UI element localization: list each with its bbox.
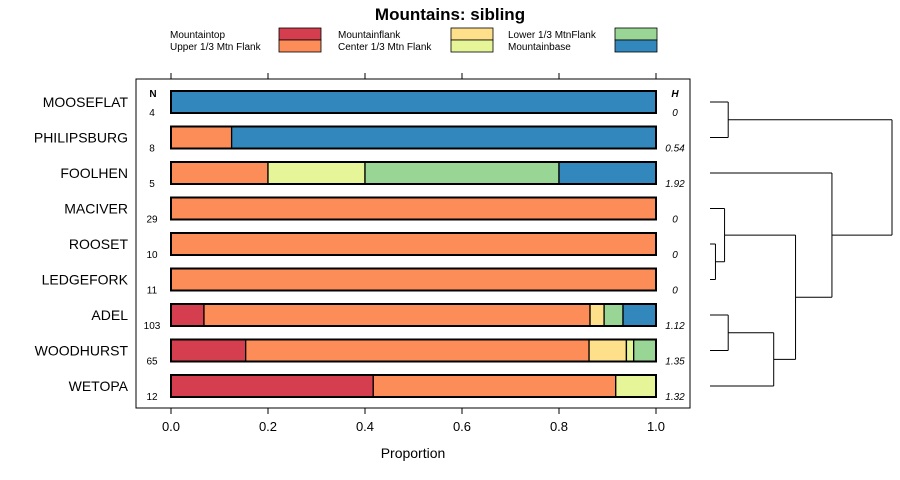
row-label-ledgefork: LEDGEFORK	[42, 272, 129, 288]
bar-segment-adel-upper-1-3-mtn-flank	[203, 303, 591, 327]
n-value-woodhurst: 65	[146, 357, 158, 368]
bar-segment-woodhurst-lower-1-3-mtnflank	[633, 338, 657, 363]
bar-segment-wetopa-mountaintop	[170, 374, 374, 398]
row-label-philipsburg: PHILIPSBURG	[34, 130, 128, 146]
row-label-foolhen: FOOLHEN	[60, 165, 128, 181]
legend-label-upper-1-3-mtn-flank: Upper 1/3 Mtn Flank	[170, 42, 262, 53]
plot-frame	[135, 78, 691, 409]
x-tick-label-1: 0.2	[259, 419, 277, 434]
dendrogram	[710, 101, 893, 387]
bar-segment-adel-mountainflank	[589, 303, 605, 327]
bar-outline-woodhurst	[170, 338, 657, 363]
legend-swatch-mountaintop	[278, 27, 322, 41]
bar-segment-ledgefork-upper-1-3-mtn-flank	[170, 267, 657, 292]
bar-segment-foolhen-mountainbase	[558, 161, 657, 185]
legend-swatch-mountainflank	[450, 27, 494, 41]
row-label-rooset: ROOSET	[69, 236, 129, 252]
bar-segment-woodhurst-mountaintop	[170, 338, 247, 363]
bar-segment-adel-mountaintop	[170, 303, 205, 327]
h-value-mooseflat: 0	[672, 108, 678, 119]
n-value-philipsburg: 8	[149, 144, 155, 155]
bar-segment-adel-mountainbase	[622, 303, 657, 327]
n-value-mooseflat: 4	[149, 108, 155, 119]
legend-swatch-lower-1-3-mtnflank	[614, 27, 658, 41]
bar-rows: MOOSEFLAT 4 0 PHILIPSBURG 8 0.54 FOOLHEN 5 1.92 M…	[34, 90, 685, 403]
bar-segment-philipsburg-mountainbase	[230, 125, 657, 150]
legend-swatch-mountainbase	[614, 39, 658, 53]
bar-outline-wetopa	[170, 374, 657, 398]
x-tick-label-0: 0.0	[162, 419, 180, 434]
chart-title: Mountains: sibling	[375, 5, 525, 24]
legend: Mountaintop Mountainflank Lower 1/3 MtnFla…	[170, 27, 658, 53]
legend-label-lower-1-3-mtnflank: Lower 1/3 MtnFlank	[508, 30, 597, 41]
bar-segment-woodhurst-upper-1-3-mtn-flank	[245, 338, 590, 363]
row-label-wetopa: WETOPA	[69, 378, 129, 394]
bar-segment-rooset-upper-1-3-mtn-flank	[170, 232, 657, 256]
bar-outline-adel	[170, 303, 657, 327]
bar-outline-foolhen	[170, 161, 657, 185]
row-label-mooseflat: MOOSEFLAT	[43, 94, 129, 110]
legend-label-center-1-3-mtn-flank: Center 1/3 Mtn Flank	[338, 42, 432, 53]
n-value-rooset: 10	[146, 250, 158, 261]
h-value-rooset: 0	[672, 250, 678, 261]
row-label-adel: ADEL	[91, 307, 128, 323]
bar-segment-foolhen-center-1-3-mtn-flank	[267, 161, 366, 185]
x-axis-label: Proportion	[381, 445, 446, 461]
bar-outline-ledgefork	[170, 267, 657, 292]
h-value-philipsburg: 0.54	[665, 144, 685, 155]
legend-label-mountaintop: Mountaintop	[170, 30, 225, 41]
bar-segment-adel-lower-1-3-mtnflank	[603, 303, 624, 327]
n-value-maciver: 29	[146, 215, 158, 226]
h-value-foolhen: 1.92	[665, 179, 685, 190]
n-column-header: N	[149, 89, 156, 100]
legend-label-mountainflank: Mountainflank	[338, 30, 401, 41]
h-value-adel: 1.12	[665, 321, 685, 332]
legend-swatch-upper-1-3-mtn-flank	[278, 39, 322, 53]
n-value-foolhen: 5	[149, 179, 155, 190]
h-value-woodhurst: 1.35	[665, 357, 685, 368]
row-label-maciver: MACIVER	[64, 201, 128, 217]
bar-segment-woodhurst-center-1-3-mtn-flank	[625, 338, 635, 363]
bar-segment-wetopa-upper-1-3-mtn-flank	[372, 374, 617, 398]
n-value-ledgefork: 11	[147, 286, 158, 297]
bar-segment-philipsburg-upper-1-3-mtn-flank	[170, 125, 233, 150]
legend-label-mountainbase: Mountainbase	[508, 42, 571, 53]
bar-segment-maciver-upper-1-3-mtn-flank	[170, 196, 657, 221]
x-tick-label-5: 1.0	[647, 419, 665, 434]
x-tick-label-2: 0.4	[356, 419, 374, 434]
h-value-ledgefork: 0	[672, 286, 678, 297]
bar-outline-philipsburg	[170, 125, 657, 150]
bar-segment-foolhen-lower-1-3-mtnflank	[364, 161, 560, 185]
x-tick-label-3: 0.6	[453, 419, 471, 434]
bar-outline-maciver	[170, 196, 657, 221]
h-value-maciver: 0	[672, 215, 678, 226]
n-value-adel: 103	[144, 321, 161, 332]
bar-segment-wetopa-center-1-3-mtn-flank	[615, 374, 657, 398]
h-column-header: H	[671, 89, 679, 100]
bar-outline-mooseflat	[170, 90, 657, 114]
bar-segment-foolhen-upper-1-3-mtn-flank	[170, 161, 269, 185]
bar-segment-woodhurst-mountainflank	[588, 338, 628, 363]
bar-segment-mooseflat-mountainbase	[170, 90, 657, 114]
legend-swatch-center-1-3-mtn-flank	[450, 39, 494, 53]
n-value-wetopa: 12	[146, 392, 158, 403]
bar-outline-rooset	[170, 232, 657, 256]
h-value-wetopa: 1.32	[665, 392, 685, 403]
x-tick-label-4: 0.8	[550, 419, 568, 434]
x-axis: 0.0 0.2 0.4 0.6 0.8 1.0	[162, 73, 665, 434]
row-label-woodhurst: WOODHURST	[35, 343, 129, 359]
